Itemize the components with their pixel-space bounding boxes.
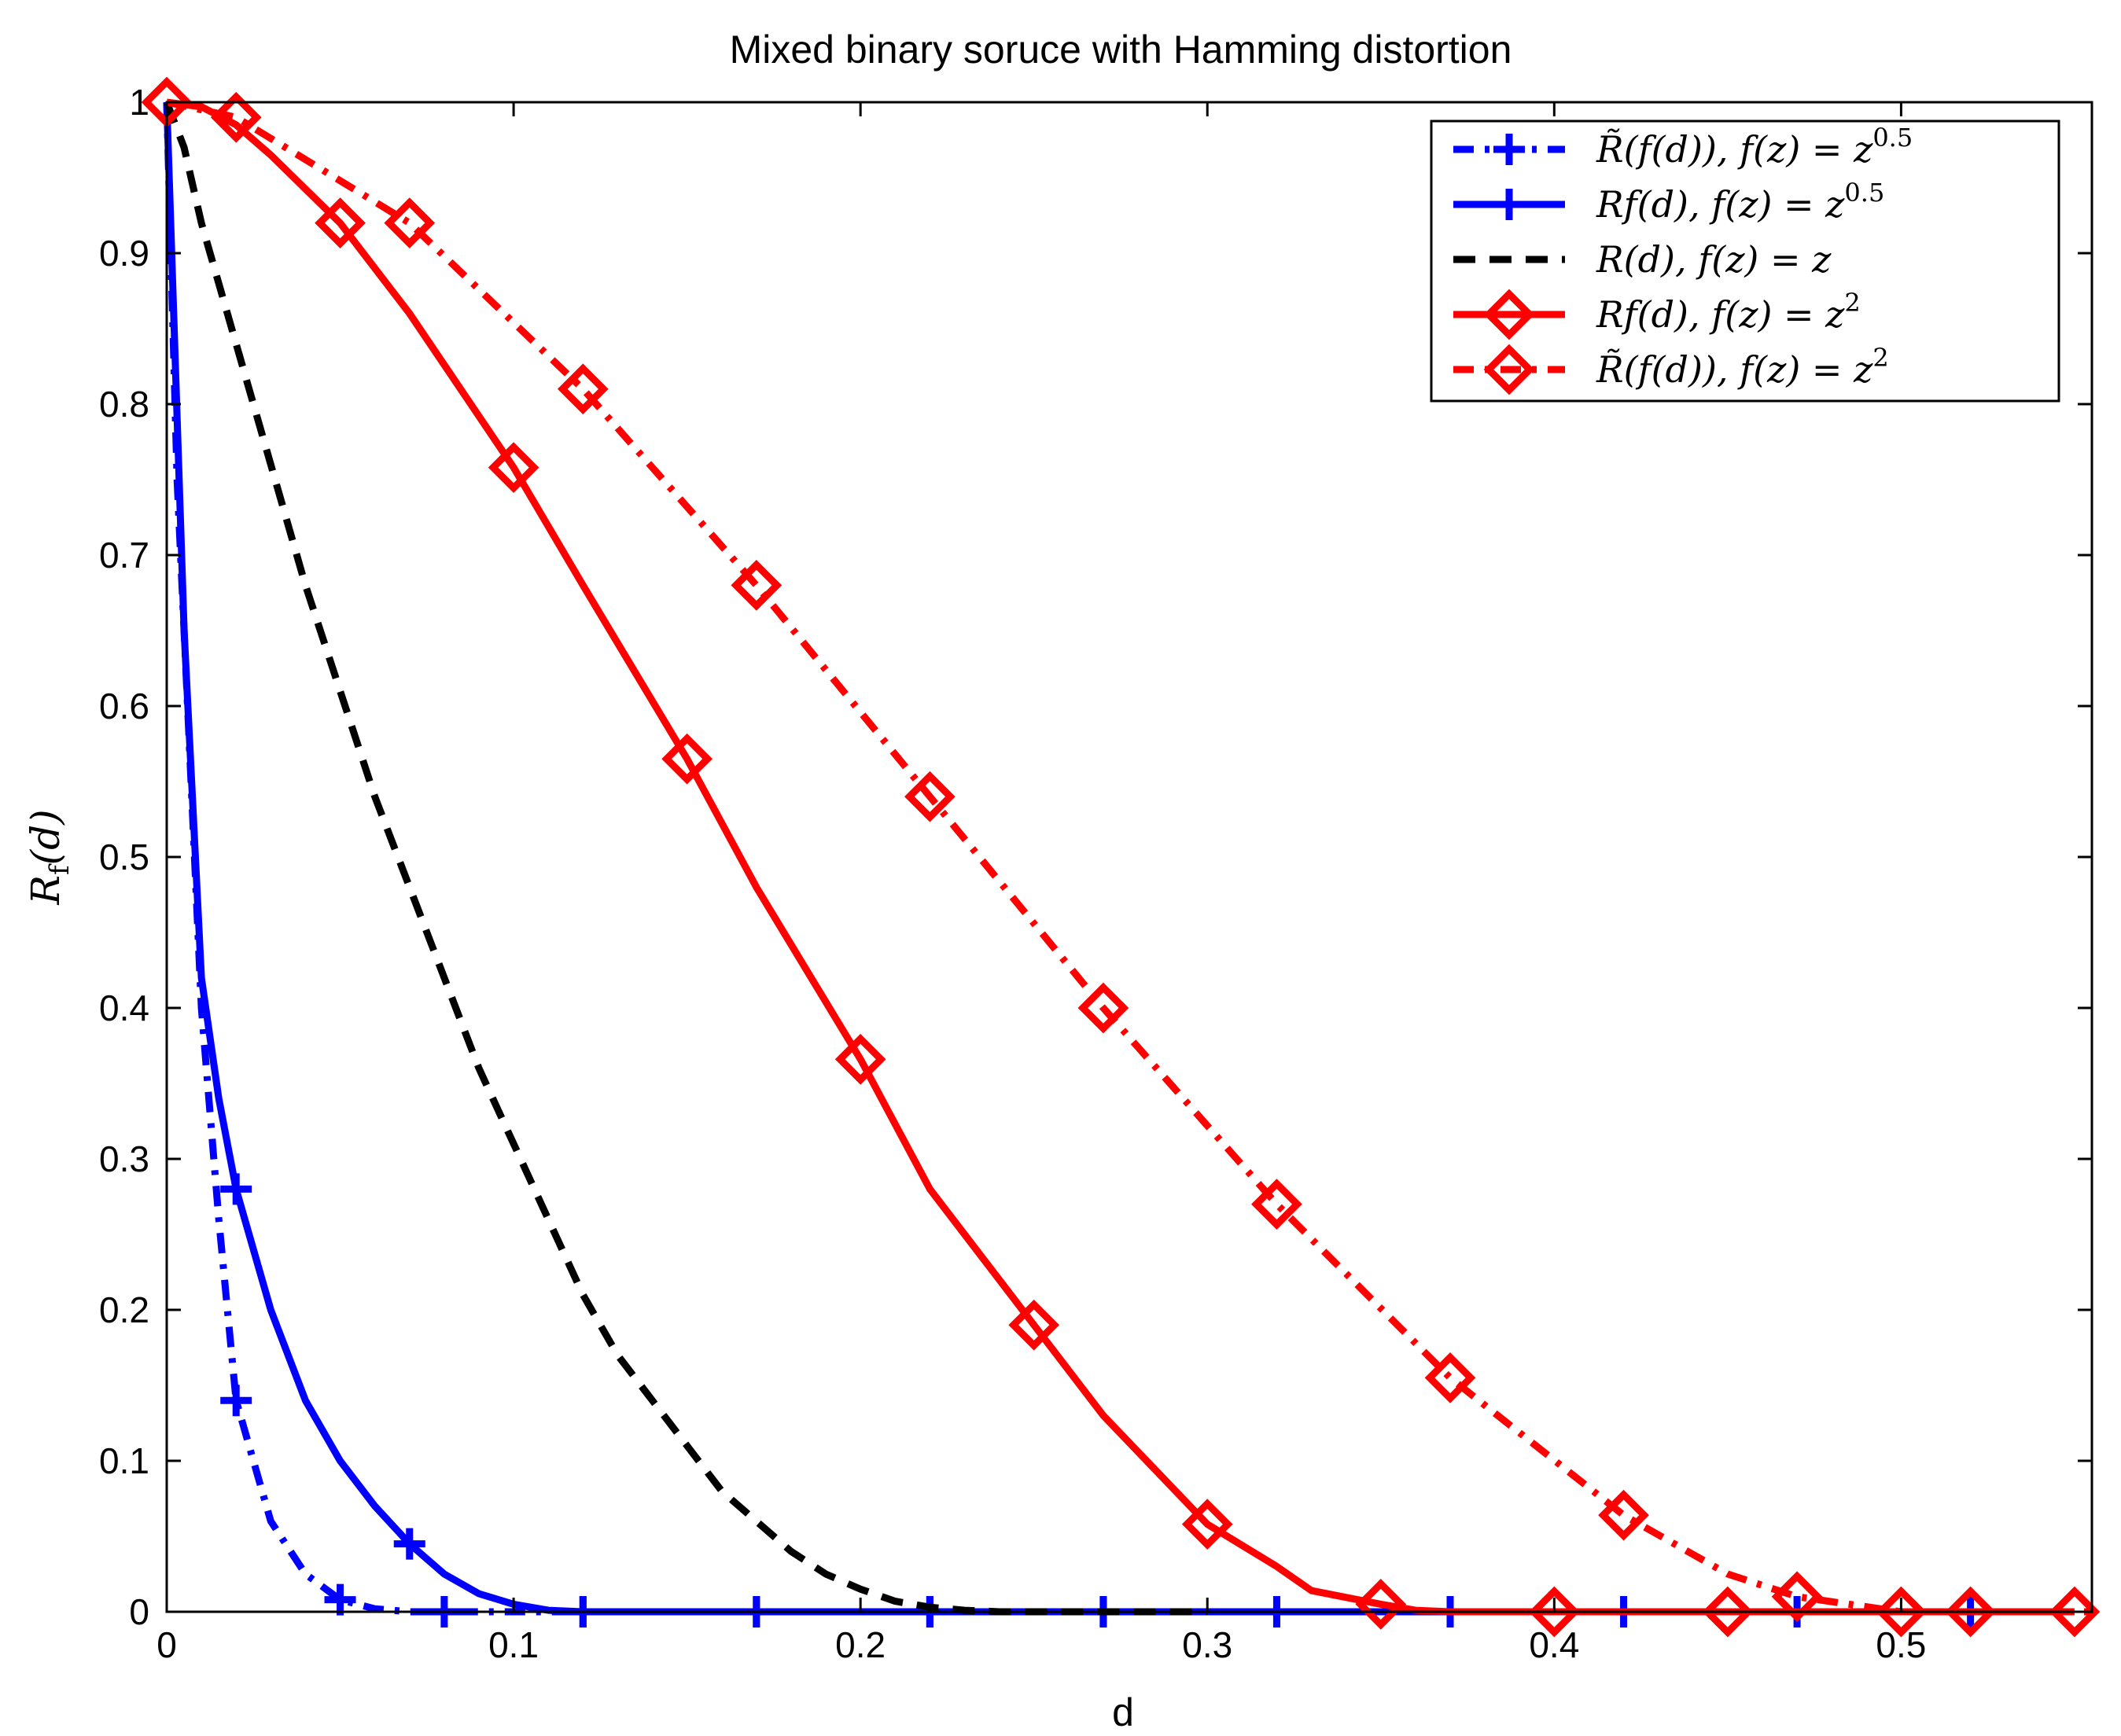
diamond-marker bbox=[661, 733, 713, 785]
y-tick-label: 0.4 bbox=[99, 988, 149, 1028]
diamond-marker bbox=[1077, 982, 1129, 1034]
legend-label: R̃(f(d)), f(z) = z2 bbox=[1596, 343, 1889, 391]
y-tick-label: 0.3 bbox=[99, 1138, 149, 1179]
y-tick-label: 0.7 bbox=[99, 535, 149, 576]
diamond-marker bbox=[384, 197, 436, 248]
x-tick-label: 0.2 bbox=[835, 1624, 886, 1665]
y-tick-label: 0.1 bbox=[99, 1440, 149, 1481]
x-axis-label: d bbox=[1112, 1690, 1134, 1734]
diamond-marker bbox=[731, 560, 782, 611]
y-axis-label: Rf(d) bbox=[23, 809, 75, 905]
series-line bbox=[163, 101, 1971, 1616]
diamond-marker bbox=[1598, 1489, 1649, 1541]
legend-label: Rf(d), f(z) = z2 bbox=[1596, 288, 1861, 336]
legend-label: R(d), f(z) = z bbox=[1596, 238, 1832, 281]
plus-marker bbox=[220, 1173, 252, 1205]
y-tick-label: 0.5 bbox=[99, 837, 149, 877]
x-tick-label: 0.1 bbox=[488, 1624, 539, 1665]
series-line bbox=[166, 98, 2092, 1616]
y-axis-label-text: Rf(d) bbox=[23, 809, 75, 905]
x-tick-label: 0 bbox=[156, 1624, 177, 1665]
plus-marker bbox=[324, 1583, 356, 1616]
chart-title: Mixed binary soruce with Hamming distort… bbox=[730, 28, 1512, 72]
legend: R̃(f(d)), f(z) = z0.5 Rf(d), f(z) = z0.5 R… bbox=[1430, 120, 2060, 403]
y-tick-label: 0.2 bbox=[99, 1289, 149, 1330]
plus-marker bbox=[393, 1528, 425, 1560]
legend-entries: R̃(f(d)), f(z) = z0.5 Rf(d), f(z) = z0.5 R… bbox=[1453, 123, 1913, 395]
x-tick-label: 0.5 bbox=[1876, 1624, 1926, 1665]
legend-entry: Rf(d), f(z) = z2 bbox=[1453, 288, 1861, 340]
plot-area bbox=[141, 76, 2101, 1638]
legend-label: R̃(f(d)), f(z) = z0.5 bbox=[1596, 123, 1913, 171]
diamond-marker bbox=[1876, 1586, 1927, 1638]
diamond-marker bbox=[1008, 1299, 1060, 1351]
legend-entry: R̃(f(d)), f(z) = z2 bbox=[1453, 343, 1889, 395]
diamond-marker bbox=[315, 197, 366, 248]
legend-plus-marker bbox=[1493, 189, 1525, 220]
legend-label: Rf(d), f(z) = z0.5 bbox=[1596, 178, 1884, 226]
legend-entry: R(d), f(z) = z bbox=[1453, 238, 1832, 281]
legend-entry: R̃(f(d)), f(z) = z0.5 bbox=[1453, 123, 1913, 171]
series-5 bbox=[166, 91, 2092, 1638]
diamond-marker bbox=[210, 91, 262, 143]
diamond-marker bbox=[1251, 1179, 1302, 1230]
x-tick-label: 0.4 bbox=[1529, 1624, 1579, 1665]
y-tick-label: 0.9 bbox=[99, 233, 149, 274]
y-tick-label: 1 bbox=[129, 82, 149, 123]
y-tick-labels: 0 0.1 0.2 0.3 0.4 0.5 0.6 0.7 0.8 0.9 1 bbox=[99, 82, 149, 1632]
diamond-marker bbox=[1945, 1586, 1996, 1638]
diamond-marker bbox=[1355, 1579, 1407, 1630]
legend-diamond-marker bbox=[1483, 344, 1535, 395]
x-tick-labels: 0 0.1 0.2 0.3 0.4 0.5 bbox=[156, 1624, 1926, 1665]
legend-diamond-marker bbox=[1483, 289, 1535, 340]
diamond-marker bbox=[1528, 1586, 1580, 1638]
diamond-marker bbox=[834, 1033, 886, 1085]
x-tick-label: 0.3 bbox=[1182, 1624, 1232, 1665]
diamond-marker bbox=[1424, 1352, 1476, 1403]
y-tick-label: 0 bbox=[129, 1591, 149, 1632]
diamond-marker bbox=[904, 771, 956, 822]
diamond-marker bbox=[557, 363, 609, 415]
diamond-marker bbox=[1181, 1499, 1233, 1550]
legend-entry: Rf(d), f(z) = z0.5 bbox=[1453, 178, 1884, 226]
diamond-marker bbox=[488, 442, 539, 494]
plus-marker bbox=[220, 1385, 252, 1417]
y-tick-label: 0.8 bbox=[99, 384, 149, 425]
tick-marks bbox=[165, 101, 2092, 1613]
diamond-marker bbox=[2049, 1586, 2101, 1638]
legend-box bbox=[1430, 120, 2060, 403]
legend-plus-marker bbox=[1493, 134, 1525, 165]
y-tick-label: 0.6 bbox=[99, 686, 149, 726]
diamond-marker bbox=[1771, 1571, 1823, 1623]
diamond-marker bbox=[1702, 1586, 1754, 1638]
